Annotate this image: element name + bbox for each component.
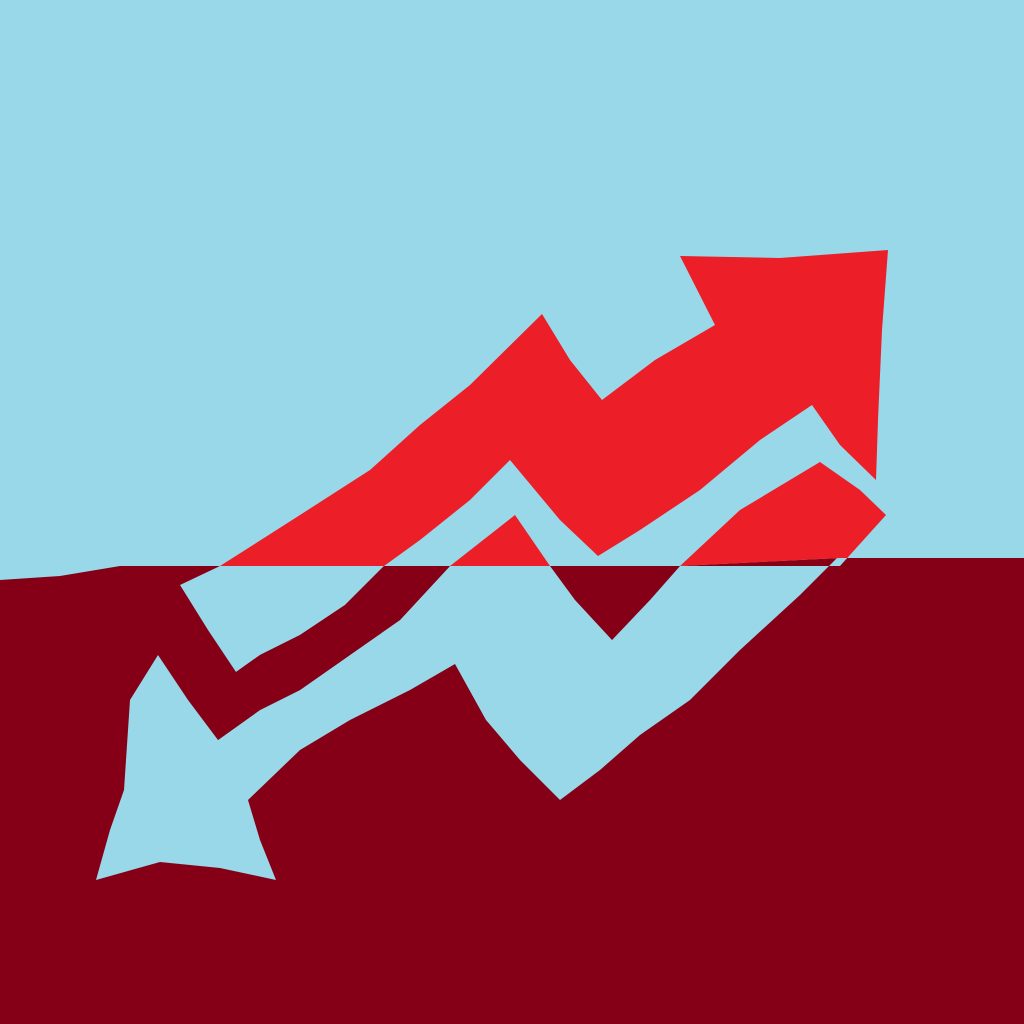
trend-up-arrow-ground-part bbox=[180, 566, 680, 672]
trend-up-arrow-secondary-sky bbox=[450, 462, 886, 566]
trend-down-arrow-icon bbox=[96, 558, 886, 880]
trend-up-arrow-ground-dark bbox=[218, 566, 680, 740]
trend-up-arrow-icon bbox=[220, 250, 888, 566]
